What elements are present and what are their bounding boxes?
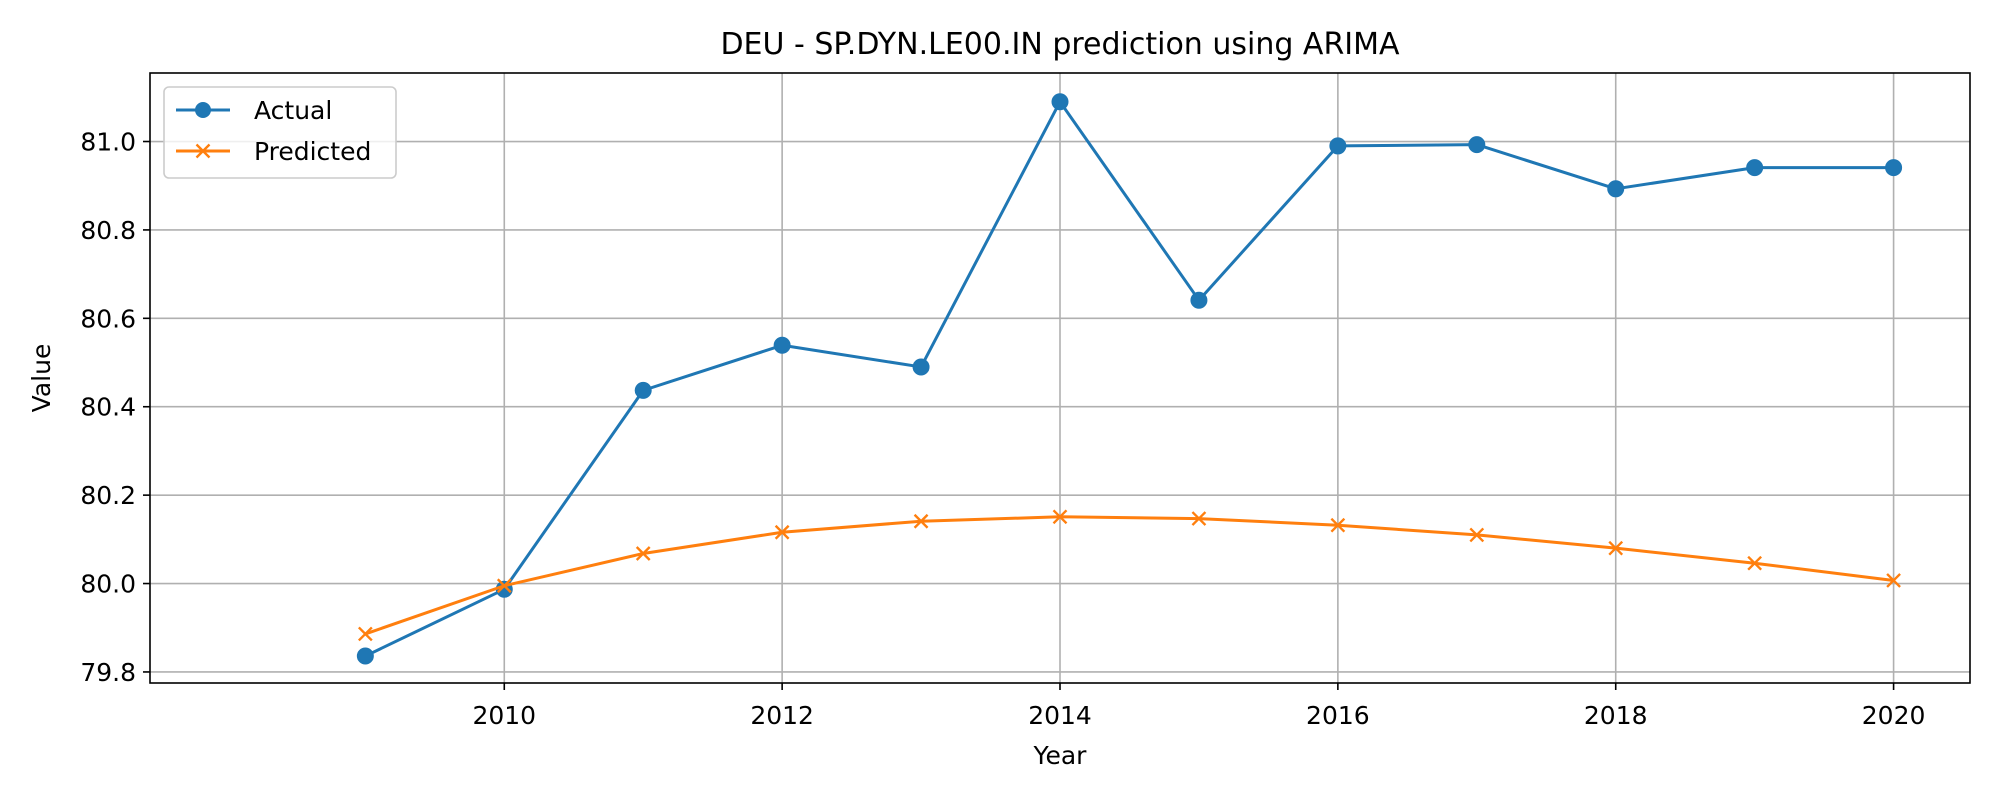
- legend-entry-actual: Actual: [176, 96, 332, 125]
- series-line-predicted: [364, 515, 1894, 636]
- data-point-predicted: [1747, 555, 1763, 571]
- data-point-actual: [773, 336, 791, 354]
- x-tick-label: 2014: [1028, 701, 1092, 730]
- series-predicted: [357, 509, 1901, 642]
- legend-entry-predicted: Predicted: [176, 137, 371, 166]
- x-tick-label: 2020: [1862, 701, 1926, 730]
- series-line-actual: [364, 100, 1894, 658]
- legend: Actual Predicted: [163, 86, 397, 179]
- x-axis-label: Year: [1033, 741, 1088, 770]
- data-point-actual: [1607, 180, 1625, 198]
- data-point-actual: [912, 358, 930, 376]
- y-tick-label: 80.2: [80, 481, 136, 510]
- data-point-actual: [1885, 159, 1903, 177]
- data-point-predicted: [496, 578, 512, 594]
- legend-label: Predicted: [254, 137, 371, 166]
- series-layer: [356, 93, 1903, 665]
- axis-ticks: 2010 2012 2014 2016 2018 2020 79.8 80.0 80.2 80.4…: [80, 128, 1925, 730]
- data-point-predicted: [1330, 517, 1346, 533]
- y-tick-label: 80.4: [80, 393, 136, 422]
- x-tick-label: 2016: [1306, 701, 1370, 730]
- y-tick-label: 79.8: [80, 658, 136, 687]
- data-point-predicted: [357, 626, 373, 642]
- data-point-actual: [1329, 137, 1347, 155]
- legend-marker: [195, 143, 211, 159]
- data-point-actual: [1051, 93, 1069, 111]
- data-point-actual: [356, 647, 374, 665]
- x-tick-label: 2018: [1584, 701, 1648, 730]
- y-tick-label: 80.0: [80, 570, 136, 599]
- y-tick-label: 80.8: [80, 216, 136, 245]
- legend-marker: [195, 102, 211, 118]
- data-point-predicted: [1608, 540, 1624, 556]
- data-point-predicted: [1469, 527, 1485, 543]
- y-tick-label: 80.6: [80, 304, 136, 333]
- data-point-actual: [1468, 136, 1486, 154]
- y-tick-label: 81.0: [80, 128, 136, 157]
- data-point-actual: [1190, 291, 1208, 309]
- x-tick-label: 2012: [750, 701, 814, 730]
- data-point-predicted: [1886, 573, 1901, 588]
- series-actual: [356, 93, 1903, 665]
- data-point-predicted: [1052, 509, 1068, 525]
- data-point-predicted: [635, 546, 651, 561]
- data-point-actual: [1746, 159, 1764, 177]
- x-tick-label: 2010: [472, 701, 536, 730]
- grid: [150, 73, 1970, 683]
- data-point-predicted: [913, 513, 929, 529]
- data-point-predicted: [1191, 511, 1207, 526]
- legend-label: Actual: [254, 96, 332, 125]
- y-axis-label: Value: [27, 344, 56, 413]
- chart-title: DEU - SP.DYN.LE00.IN prediction using AR…: [720, 27, 1400, 62]
- data-point-actual: [634, 381, 652, 399]
- data-point-predicted: [774, 524, 790, 540]
